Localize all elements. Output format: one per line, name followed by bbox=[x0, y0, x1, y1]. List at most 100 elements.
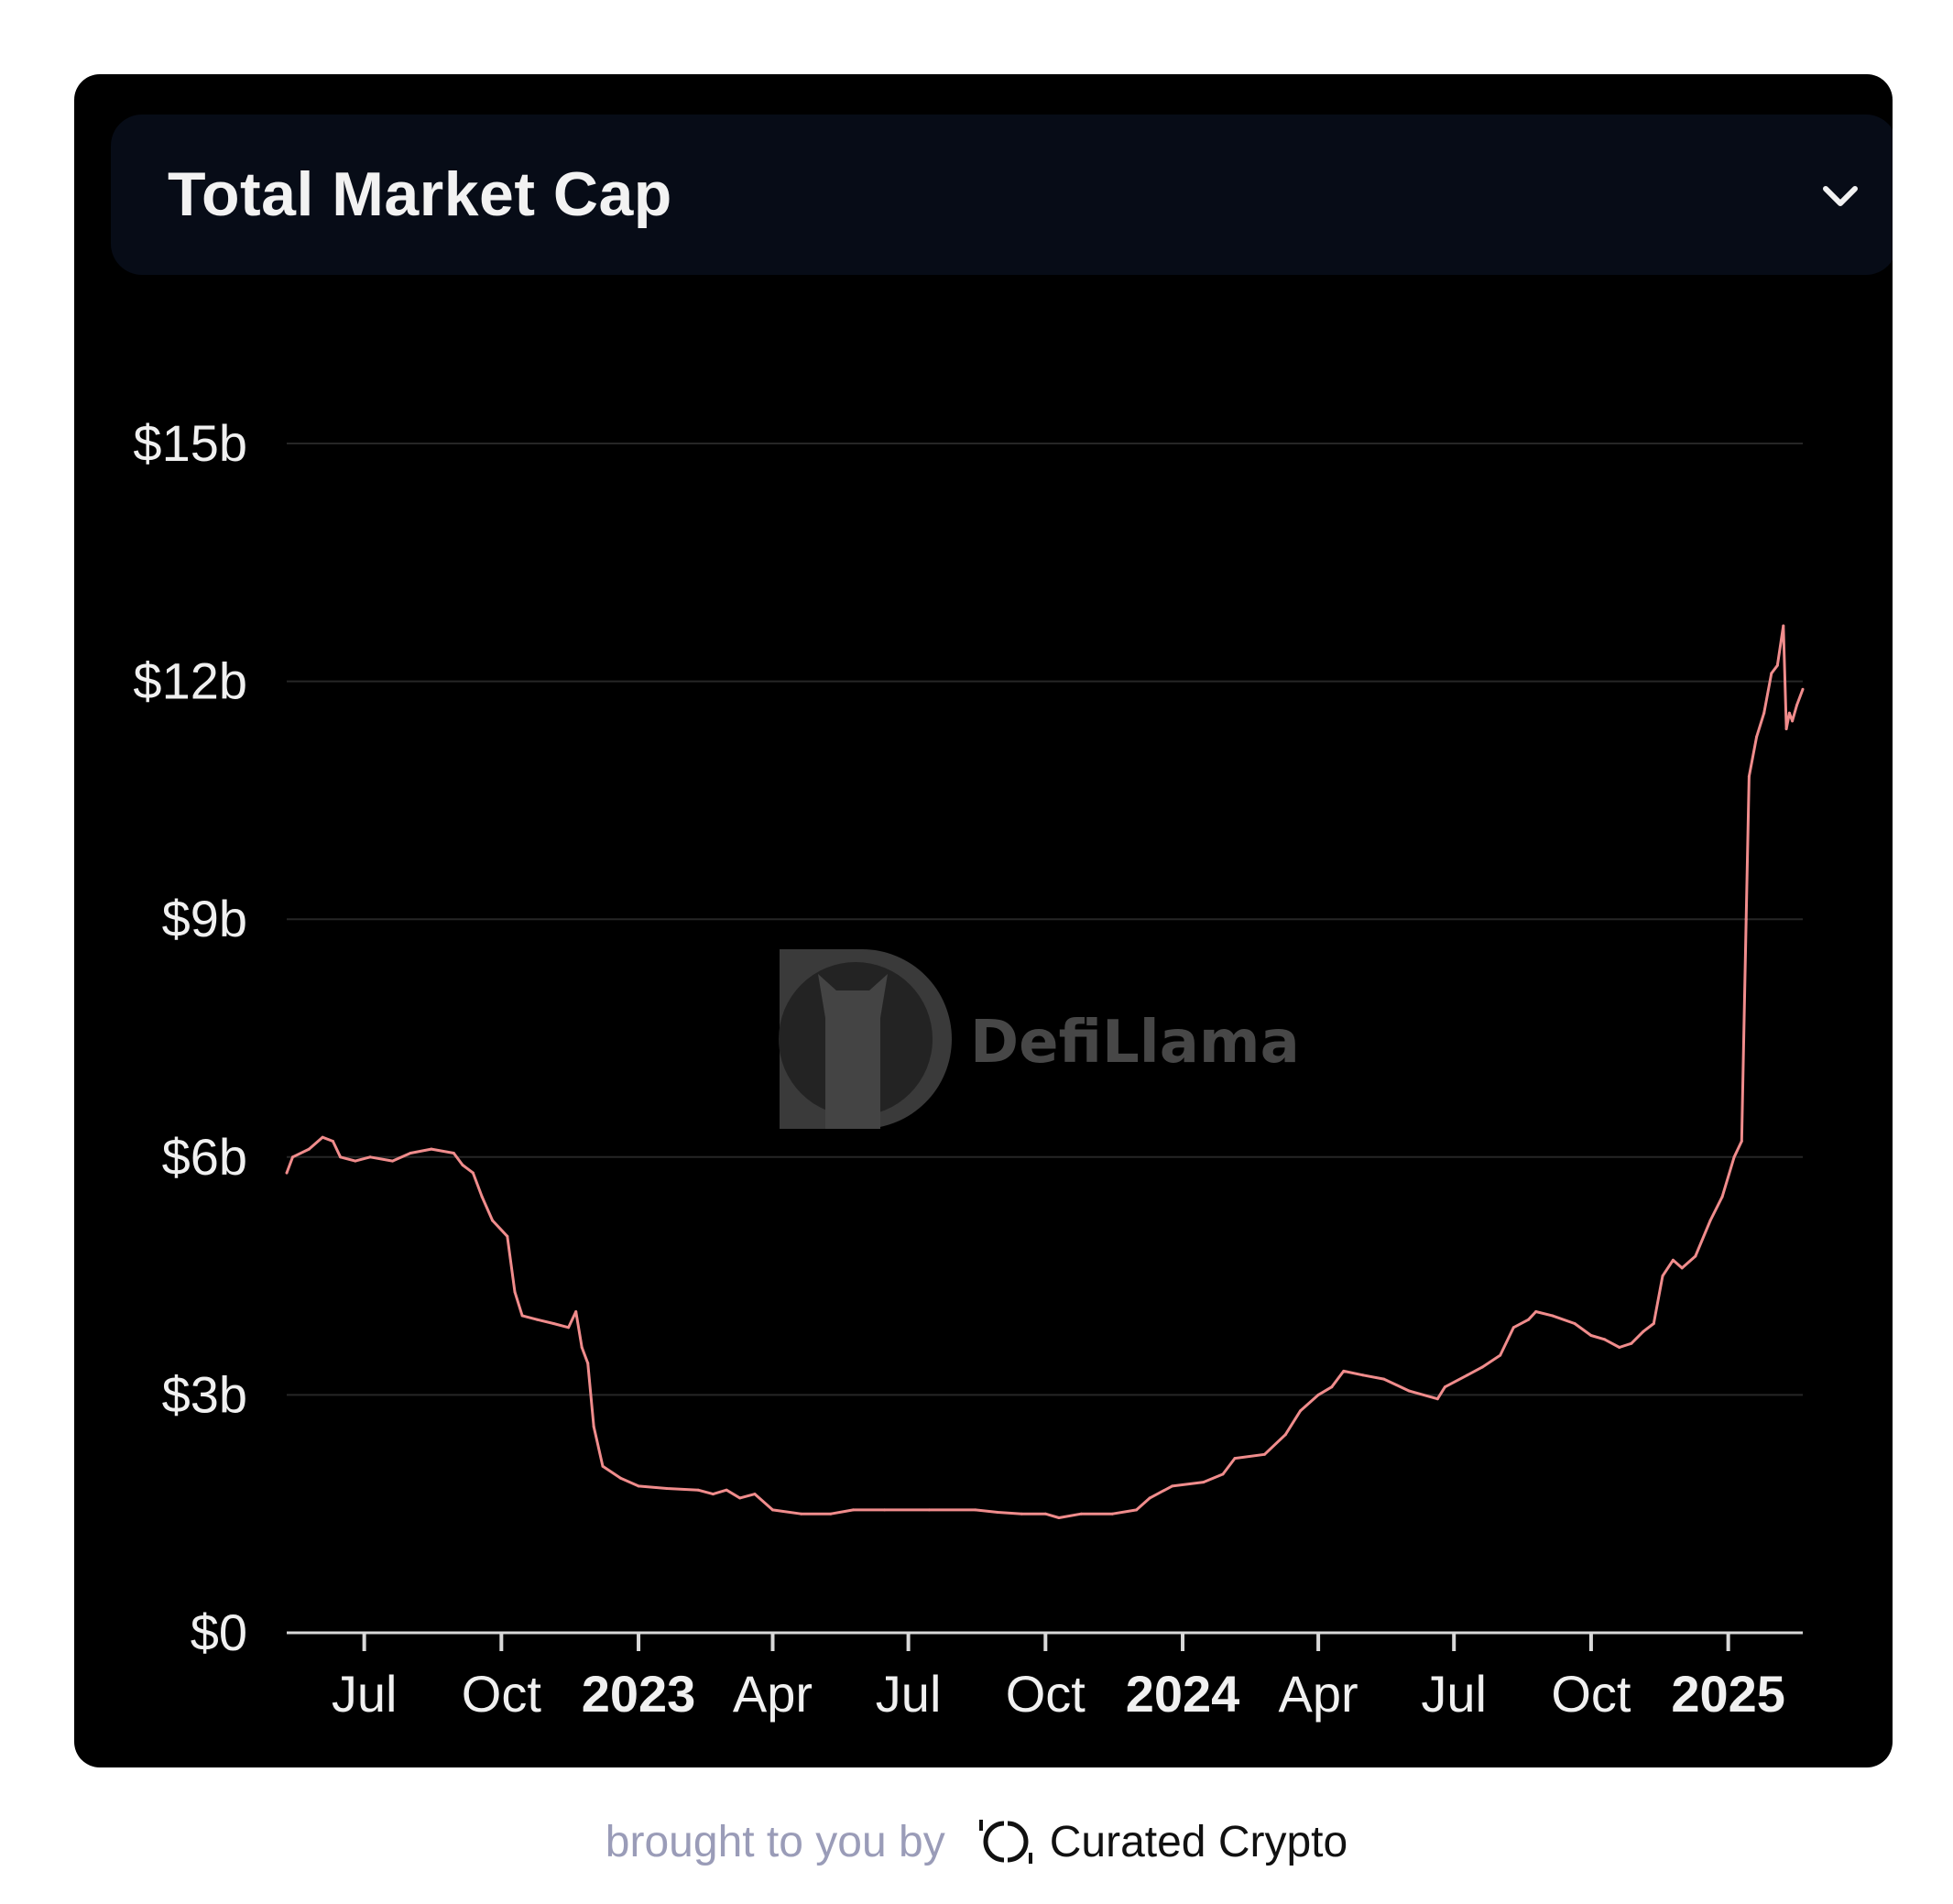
data-point bbox=[1435, 1397, 1439, 1401]
data-point bbox=[391, 1159, 394, 1163]
data-point bbox=[307, 1147, 311, 1151]
data-point bbox=[1642, 1330, 1645, 1333]
data-point bbox=[452, 1152, 455, 1154]
data-point bbox=[1732, 1155, 1736, 1159]
data-point bbox=[1480, 1365, 1484, 1369]
data-point bbox=[1784, 728, 1788, 730]
data-point bbox=[1708, 1219, 1712, 1222]
data-point bbox=[592, 1425, 595, 1428]
data-point bbox=[738, 1496, 742, 1500]
data-point bbox=[1020, 1512, 1023, 1516]
data-point bbox=[1573, 1322, 1577, 1325]
y-tick-label: $15b bbox=[133, 414, 247, 472]
x-tick-label: Jul bbox=[876, 1665, 942, 1723]
chart-card: Total Market Cap DefiLlama $0 $3b $6b $9b $1… bbox=[74, 74, 1893, 1767]
data-point bbox=[1762, 711, 1766, 715]
data-point bbox=[1740, 1140, 1743, 1143]
y-tick-label: $0 bbox=[191, 1603, 247, 1661]
y-tick-label: $9b bbox=[162, 890, 247, 947]
data-point bbox=[753, 1493, 757, 1496]
data-point bbox=[1755, 735, 1759, 739]
data-point bbox=[291, 1155, 294, 1159]
data-point bbox=[829, 1512, 833, 1516]
data-point bbox=[799, 1512, 802, 1516]
x-tick-label: 2023 bbox=[582, 1665, 696, 1723]
data-point bbox=[1443, 1385, 1446, 1389]
data-point bbox=[927, 1508, 931, 1512]
data-point bbox=[1603, 1338, 1607, 1341]
data-point bbox=[1407, 1389, 1411, 1393]
data-point bbox=[551, 1322, 555, 1325]
x-tick-label: 2024 bbox=[1126, 1665, 1240, 1723]
x-tick-label: Oct bbox=[1551, 1665, 1631, 1723]
data-point bbox=[461, 1164, 464, 1166]
data-point bbox=[711, 1493, 715, 1496]
data-point bbox=[665, 1487, 669, 1490]
data-point bbox=[637, 1484, 640, 1488]
data-point bbox=[1661, 1275, 1664, 1278]
data-point bbox=[1787, 711, 1791, 715]
data-point bbox=[1534, 1310, 1538, 1313]
data-point bbox=[321, 1135, 324, 1139]
data-point bbox=[1283, 1433, 1287, 1437]
data-point bbox=[1589, 1334, 1593, 1337]
data-point bbox=[567, 1326, 571, 1330]
data-point bbox=[1316, 1393, 1320, 1396]
data-point bbox=[1527, 1318, 1531, 1321]
data-point bbox=[883, 1508, 887, 1512]
data-point bbox=[1057, 1516, 1061, 1519]
data-point bbox=[771, 1508, 774, 1512]
data-point bbox=[851, 1508, 855, 1512]
market-cap-chart: DefiLlama $0 $3b $6b $9b $12b $15b Jul Oct 2023… bbox=[133, 414, 1805, 1723]
data-point bbox=[1551, 1314, 1555, 1318]
brand[interactable]: Curated Crypto bbox=[976, 1816, 1347, 1867]
footer: brought to you by Curated Crypto bbox=[0, 1810, 1953, 1874]
data-point bbox=[1466, 1373, 1469, 1377]
data-point bbox=[580, 1346, 584, 1349]
data-point bbox=[725, 1488, 728, 1492]
x-tick-label: Apr bbox=[733, 1665, 813, 1723]
data-point bbox=[1795, 704, 1798, 707]
defillama-watermark: DefiLlama bbox=[779, 949, 1300, 1129]
data-point bbox=[1630, 1341, 1633, 1345]
data-point bbox=[1618, 1346, 1621, 1349]
x-tick-label: Oct bbox=[1006, 1665, 1086, 1723]
data-point bbox=[1744, 917, 1748, 921]
footer-text: brought to you by bbox=[605, 1817, 945, 1866]
data-point bbox=[574, 1310, 578, 1313]
y-tick-label: $6b bbox=[162, 1128, 247, 1186]
data-point bbox=[1511, 1326, 1515, 1330]
data-point bbox=[520, 1314, 524, 1318]
data-point bbox=[430, 1147, 433, 1151]
data-point bbox=[974, 1508, 977, 1512]
data-point bbox=[1079, 1512, 1083, 1516]
y-tick-label: $3b bbox=[162, 1365, 247, 1423]
brand-name: Curated Crypto bbox=[1049, 1817, 1348, 1866]
data-point bbox=[1801, 687, 1805, 691]
data-point bbox=[513, 1290, 517, 1294]
data-point bbox=[1791, 719, 1795, 723]
chevron-down-icon[interactable] bbox=[1813, 168, 1868, 223]
x-tick-label: Jul bbox=[1421, 1665, 1487, 1723]
data-point bbox=[601, 1464, 605, 1468]
data-point bbox=[1775, 663, 1779, 667]
x-tick-label: Oct bbox=[462, 1665, 542, 1723]
data-point bbox=[285, 1171, 289, 1175]
data-point bbox=[1720, 1195, 1724, 1198]
data-point bbox=[354, 1159, 357, 1163]
data-point bbox=[1342, 1369, 1346, 1373]
data-point bbox=[586, 1362, 590, 1365]
data-point bbox=[696, 1488, 700, 1492]
data-point bbox=[1233, 1457, 1237, 1461]
data-point bbox=[409, 1152, 412, 1154]
data-point bbox=[1111, 1512, 1114, 1516]
data-point bbox=[619, 1476, 622, 1480]
data-point bbox=[1680, 1266, 1684, 1270]
data-point bbox=[1330, 1385, 1334, 1389]
data-point bbox=[339, 1155, 343, 1159]
data-point bbox=[506, 1234, 509, 1238]
data-point bbox=[1382, 1377, 1386, 1381]
data-point bbox=[1202, 1481, 1206, 1484]
data-point bbox=[1671, 1258, 1675, 1262]
chart-header[interactable]: Total Market Cap bbox=[111, 115, 1893, 275]
